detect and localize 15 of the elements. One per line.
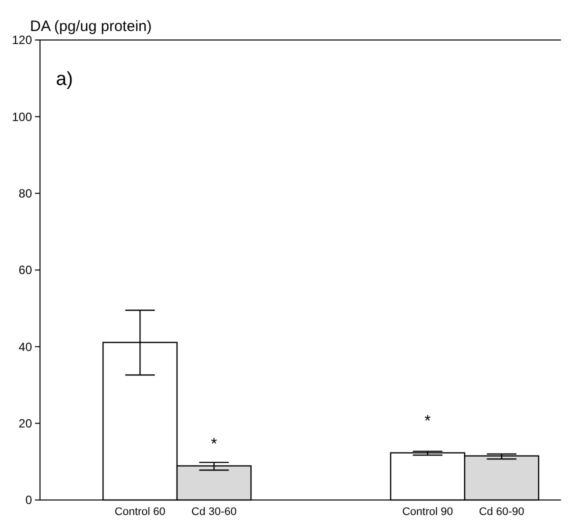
x-tick-label: Cd 30-60 bbox=[191, 506, 237, 518]
annotation: * bbox=[210, 436, 218, 454]
y-tick-label: 60 bbox=[18, 263, 32, 278]
x-tick-label: Control 60 bbox=[114, 506, 166, 518]
annotation: * bbox=[424, 413, 431, 430]
y-tick-label: 80 bbox=[18, 186, 32, 201]
y-tick-label: 40 bbox=[18, 340, 32, 354]
x-tick-label: Cd 60-90 bbox=[478, 506, 524, 518]
y-tick-label: 20 bbox=[18, 416, 32, 431]
y-tick-label: 120 bbox=[12, 33, 32, 48]
y-tick-label: 0 bbox=[25, 493, 32, 508]
annotation: a) bbox=[56, 69, 73, 90]
x-tick-label: Control 90 bbox=[402, 506, 454, 518]
y-axis-title: DA (pg/ug protein) bbox=[30, 18, 152, 35]
y-tick-label: 100 bbox=[12, 110, 32, 124]
